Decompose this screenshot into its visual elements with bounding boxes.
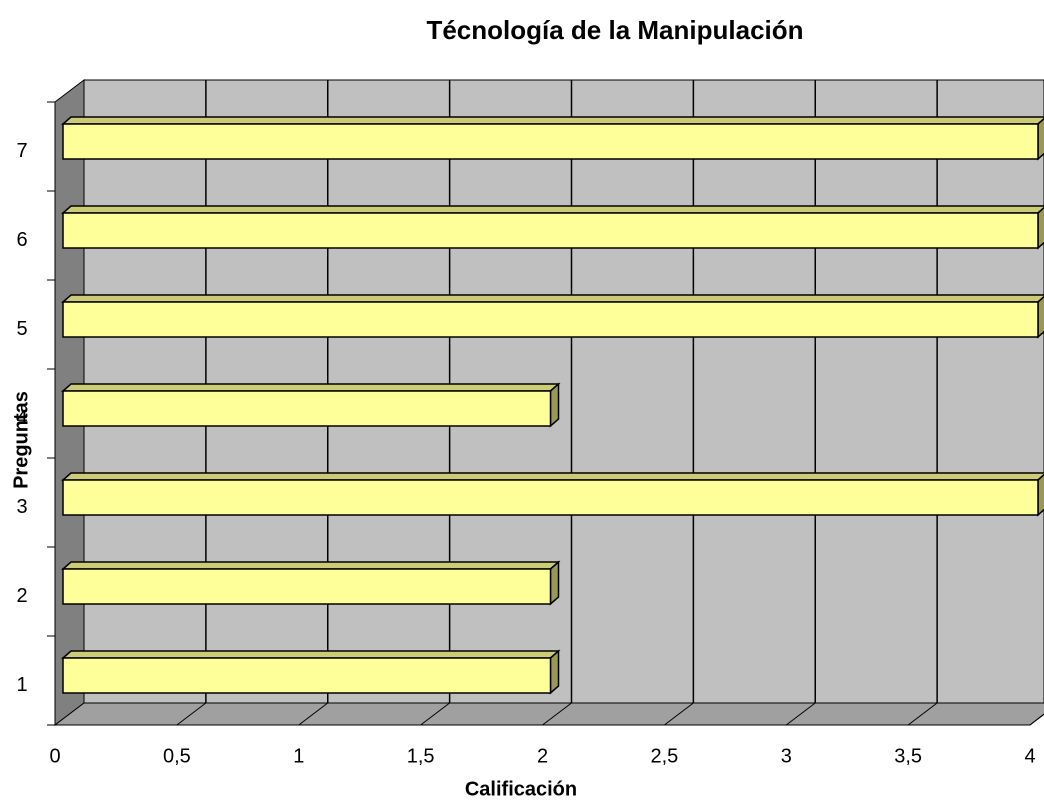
bar-side (549, 649, 560, 695)
bar-top (61, 650, 561, 659)
floor-grid-line (785, 702, 816, 726)
y-tick-label: 7 (16, 140, 27, 162)
x-tick-label: 3 (781, 745, 792, 767)
x-tick-label: 1,5 (407, 745, 435, 767)
bar (62, 479, 1039, 516)
bar (62, 123, 1039, 160)
bar (62, 390, 552, 427)
y-tick-label: 4 (16, 407, 27, 429)
x-tick-label: 1 (293, 745, 304, 767)
floor-grid-line (907, 702, 938, 726)
x-tick-label: 0 (49, 745, 60, 767)
bar-top (61, 294, 1044, 303)
x-tick-label: 2 (537, 745, 548, 767)
floor-grid-line (298, 702, 329, 726)
bar-top (61, 561, 561, 570)
y-tick-label: 6 (16, 229, 27, 251)
floor-grid-line (664, 702, 694, 726)
bar (62, 657, 552, 694)
x-tick-label: 0,5 (163, 745, 191, 767)
bar-top (61, 383, 561, 392)
floor-grid-line (420, 702, 450, 726)
bar-side (1037, 295, 1044, 339)
x-tick-label: 2,5 (650, 745, 678, 767)
y-tick-label: 5 (16, 318, 27, 340)
bar (62, 212, 1039, 249)
bar-side (1037, 473, 1044, 517)
bar-side (1037, 206, 1044, 250)
floor-grid-line (1029, 713, 1044, 726)
chart-title: Técnología de la Manipulación (426, 15, 803, 45)
x-tick-label: 4 (1024, 745, 1035, 767)
y-tick-label: 1 (16, 674, 27, 696)
x-tick-label: 3,5 (894, 745, 922, 767)
bar-top (61, 472, 1044, 481)
floor-grid-line (542, 702, 572, 726)
bar (62, 301, 1039, 338)
bar-top (61, 116, 1044, 125)
y-tick-label: 3 (16, 496, 27, 518)
y-tick-label: 2 (16, 585, 27, 607)
y-axis-title: Preguntas (10, 391, 32, 489)
floor-grid-line (176, 702, 207, 726)
bar-top (61, 205, 1044, 214)
floor (53, 702, 1044, 726)
x-axis-title: Calificación (465, 778, 577, 800)
bar-side (1037, 117, 1044, 161)
bar-side (549, 382, 560, 428)
bar-side (549, 560, 560, 606)
bars (61, 116, 1044, 695)
bar (62, 568, 552, 605)
